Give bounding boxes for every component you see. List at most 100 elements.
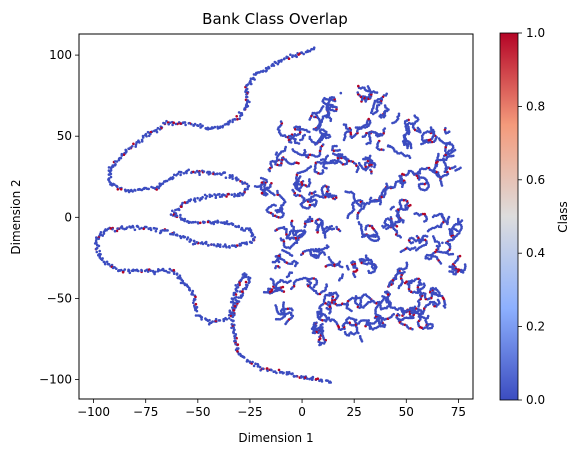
scatter-point <box>350 309 353 313</box>
scatter-point <box>231 244 234 247</box>
scatter-point <box>368 141 372 145</box>
scatter-point <box>407 132 411 136</box>
scatter-point <box>204 240 208 244</box>
scatter-point <box>451 252 455 256</box>
scatter-point <box>409 144 413 148</box>
scatter-point <box>268 290 272 294</box>
scatter-points <box>93 46 467 384</box>
scatter-point <box>295 180 298 183</box>
scatter-point <box>448 230 452 233</box>
scatter-point <box>109 166 113 170</box>
scatter-point <box>403 208 407 211</box>
scatter-point <box>228 309 232 313</box>
scatter-point <box>378 300 381 304</box>
scatter-point <box>347 159 351 163</box>
scatter-point <box>391 186 394 189</box>
scatter-point <box>404 198 407 202</box>
scatter-point <box>245 95 249 99</box>
scatter-point <box>182 172 186 175</box>
scatter-point <box>264 70 268 73</box>
scatter-point <box>154 229 158 233</box>
scatter-point <box>307 207 310 210</box>
scatter-point <box>235 176 238 179</box>
scatter-point <box>183 219 186 223</box>
scatter-point <box>131 224 134 228</box>
scatter-point <box>179 170 183 174</box>
scatter-point <box>289 134 293 138</box>
scatter-point <box>113 183 116 186</box>
scatter-point <box>171 176 175 180</box>
scatter-point <box>227 222 231 226</box>
x-tick-label: 50 <box>399 405 414 419</box>
scatter-point <box>227 245 231 249</box>
scatter-point <box>128 271 132 275</box>
scatter-point <box>399 250 403 254</box>
scatter-point <box>359 305 363 309</box>
scatter-point <box>193 122 197 126</box>
scatter-point <box>195 241 199 244</box>
scatter-point <box>249 77 253 80</box>
scatter-point <box>291 188 295 192</box>
scatter-point <box>274 317 278 321</box>
scatter-point <box>417 178 421 181</box>
scatter-point <box>401 221 405 224</box>
scatter-point <box>277 368 281 372</box>
scatter-point <box>199 123 202 126</box>
scatter-point <box>231 223 235 227</box>
scatter-point <box>357 161 361 165</box>
scatter-point <box>183 217 187 221</box>
colorbar-tick-label: 0.4 <box>526 246 545 260</box>
scatter-point <box>321 105 325 108</box>
scatter-point <box>386 186 390 190</box>
scatter-point <box>302 197 306 200</box>
scatter-point <box>263 188 266 192</box>
scatter-point <box>266 369 269 373</box>
scatter-point <box>181 279 185 283</box>
scatter-point <box>223 171 227 174</box>
scatter-point <box>299 127 303 131</box>
scatter-point <box>332 109 336 113</box>
scatter-point <box>320 128 323 131</box>
scatter-point <box>119 188 123 191</box>
scatter-point <box>358 335 362 338</box>
scatter-point <box>309 248 313 251</box>
scatter-point <box>437 137 441 140</box>
scatter-point <box>392 312 396 316</box>
scatter-point <box>267 66 271 70</box>
y-axis: −100 −50 0 50 100 <box>39 48 79 387</box>
scatter-point <box>278 210 281 213</box>
scatter-point <box>220 193 224 197</box>
scatter-point <box>448 228 451 231</box>
scatter-point <box>404 133 407 136</box>
scatter-point <box>207 323 211 326</box>
scatter-point <box>309 165 313 168</box>
y-tick-label: −50 <box>47 291 72 305</box>
scatter-point <box>415 234 419 238</box>
scatter-point <box>252 364 256 368</box>
scatter-point <box>413 212 417 216</box>
scatter-point <box>172 121 175 124</box>
x-tick-label: −25 <box>237 405 262 419</box>
scatter-point <box>131 269 135 273</box>
scatter-point <box>179 205 183 208</box>
scatter-point <box>391 121 394 125</box>
scatter-point <box>295 240 299 244</box>
scatter-point <box>155 130 159 134</box>
colorbar-tick-label: 1.0 <box>526 26 545 40</box>
scatter-point <box>382 115 386 119</box>
scatter-point <box>323 246 327 250</box>
scatter-point <box>290 219 294 223</box>
scatter-point <box>313 111 317 115</box>
scatter-point <box>329 381 333 384</box>
scatter-point <box>135 224 139 228</box>
scatter-point <box>272 214 275 217</box>
scatter-point <box>364 157 367 161</box>
scatter-point <box>433 226 436 230</box>
scatter-point <box>290 162 293 166</box>
scatter-point <box>233 305 237 308</box>
scatter-point <box>324 265 328 268</box>
scatter-point <box>321 143 325 146</box>
scatter-point <box>391 306 395 310</box>
scatter-point <box>420 142 423 146</box>
scatter-point <box>279 120 283 123</box>
